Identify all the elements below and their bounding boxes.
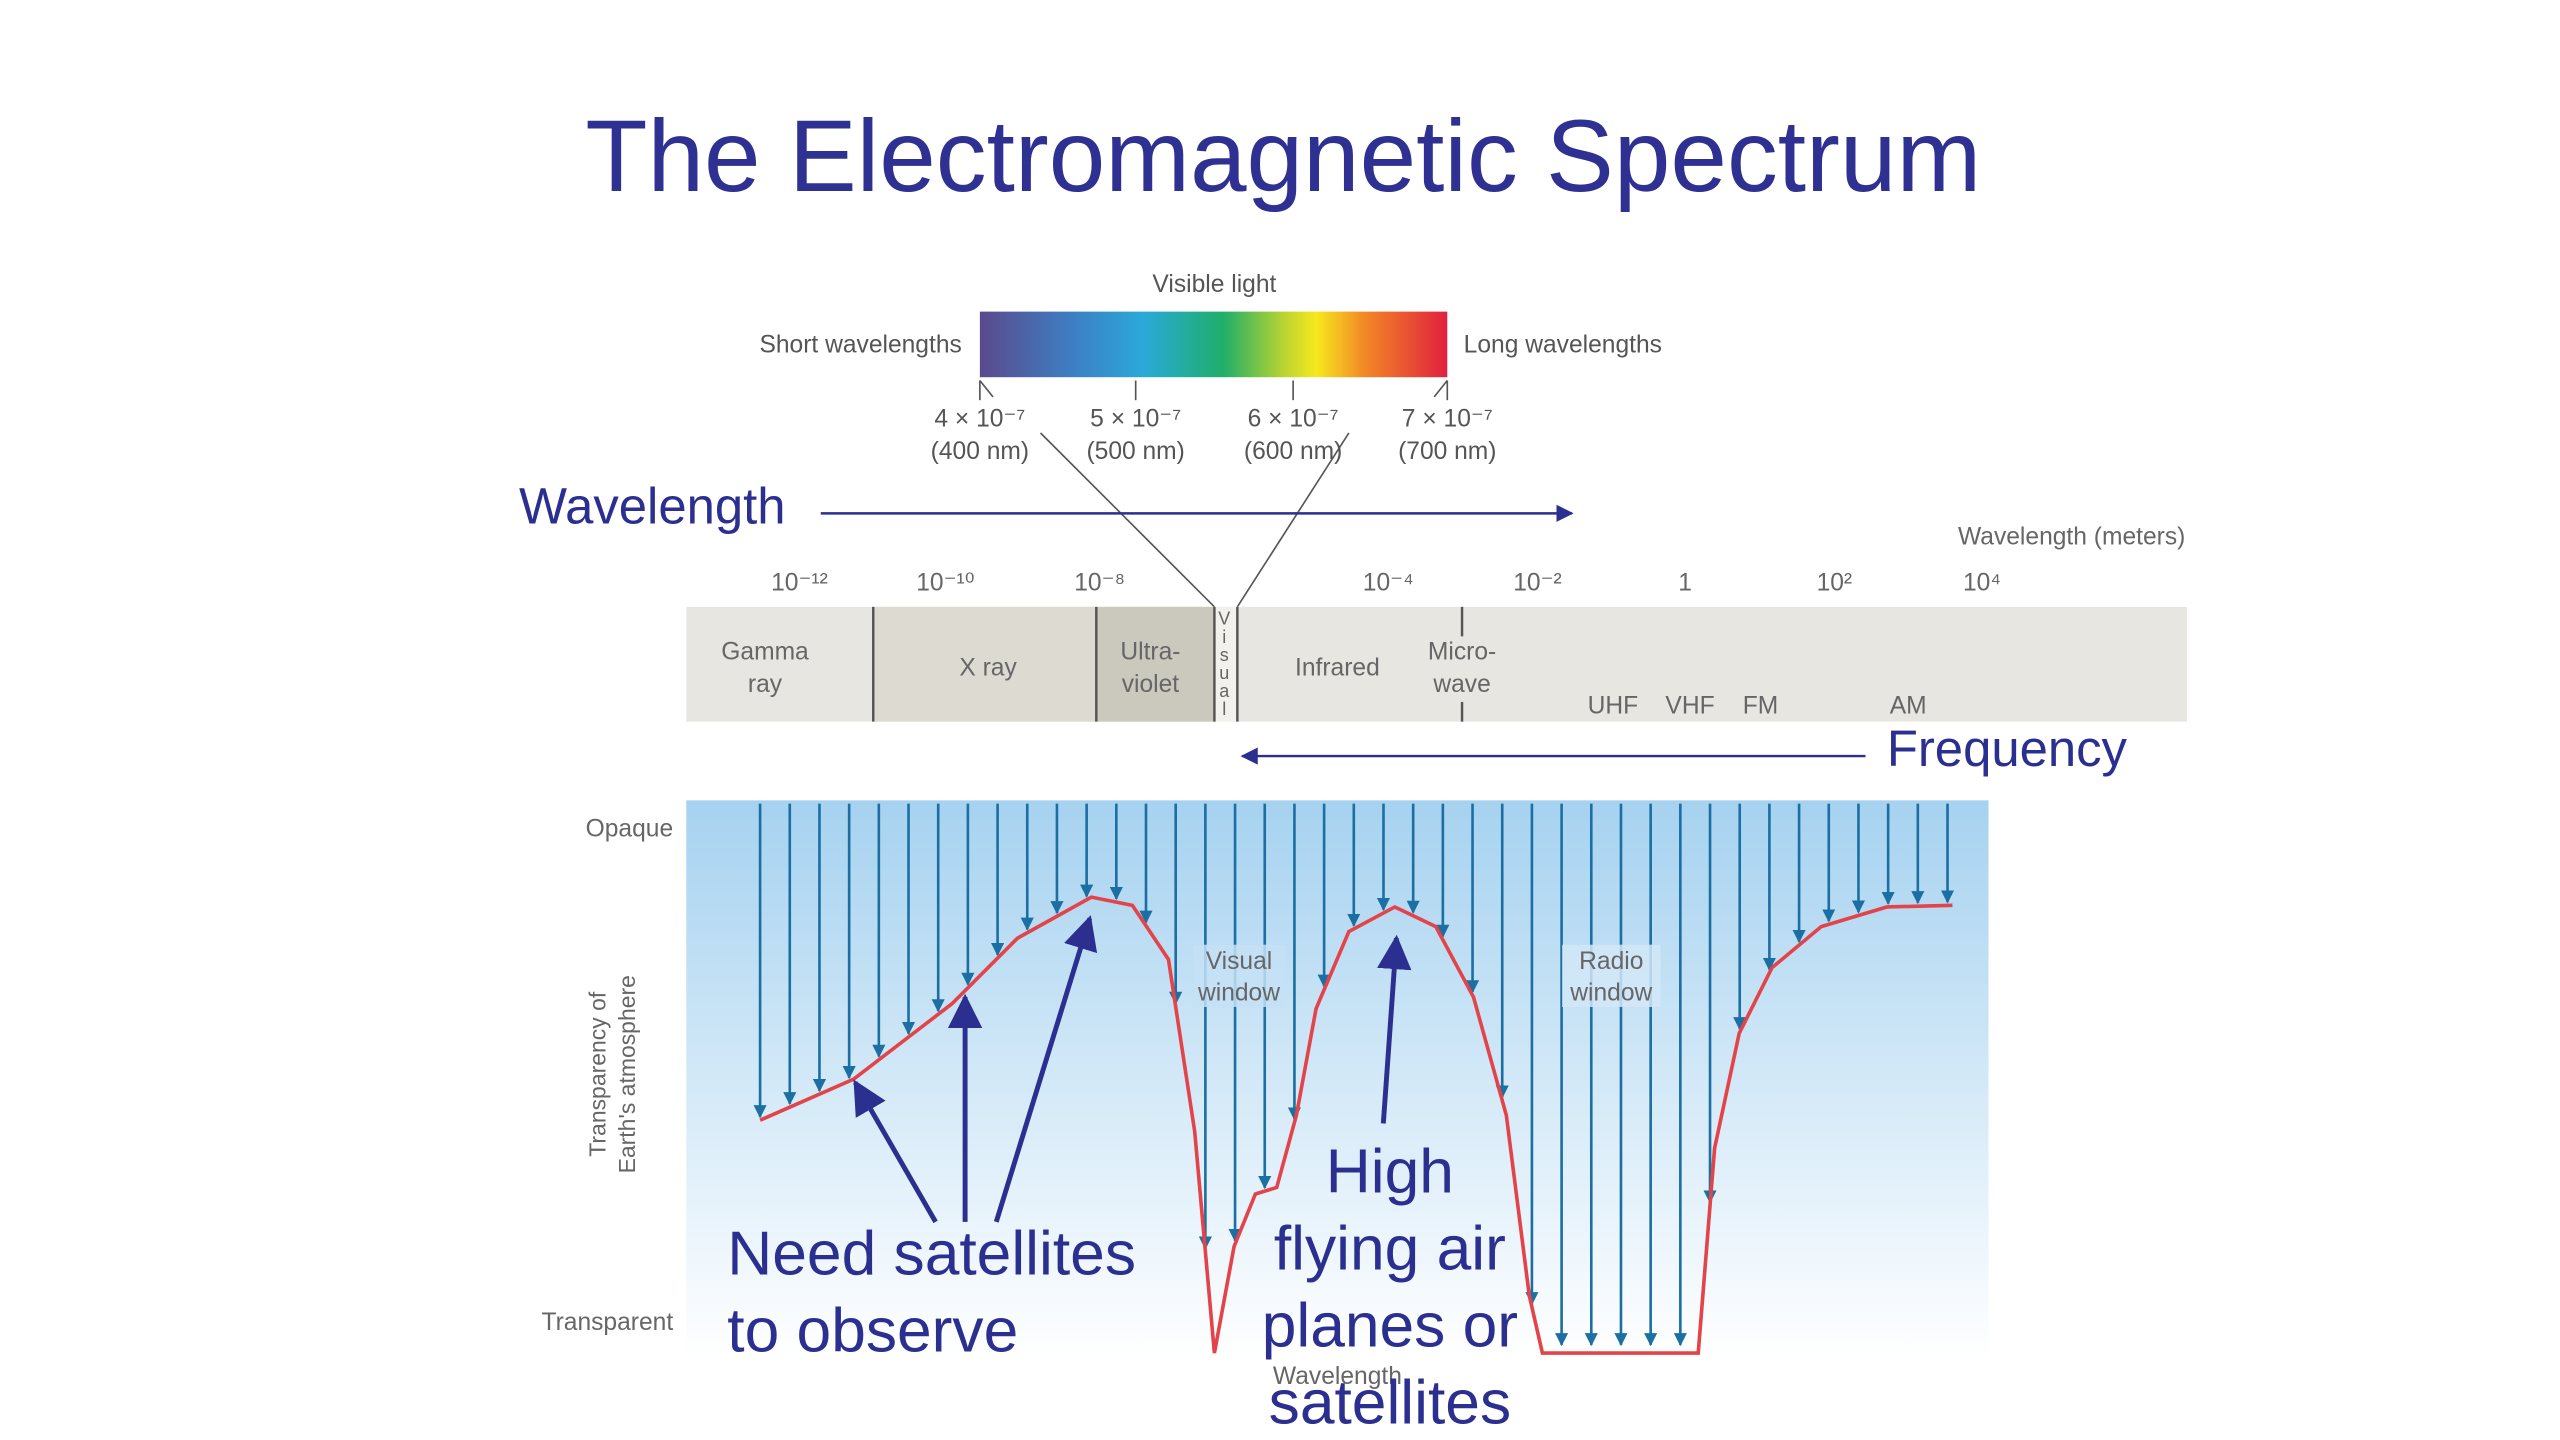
visible-spectrum [979, 311, 1448, 378]
scale-tick: 10⁻¹⁰ [916, 569, 975, 596]
visible-label: Visible light [1152, 271, 1276, 298]
band-label: wave [1432, 671, 1490, 698]
scale-title: Wavelength (meters) [1958, 523, 2185, 550]
band-uv [1096, 606, 1215, 722]
opaque-label: Opaque [586, 815, 674, 842]
band-label: UHF [1588, 692, 1639, 719]
band-label: V [1218, 609, 1230, 629]
label-bg [1193, 944, 1285, 1008]
annotation: flying air [1274, 1214, 1506, 1283]
short-label: Short wavelengths [759, 332, 961, 359]
scale-tick: 10⁻¹² [771, 569, 828, 596]
axis-label: Earth's atmosphere [614, 975, 640, 1173]
visible-tick: 4 × 10⁻⁷ [934, 405, 1025, 432]
band-label: u [1219, 663, 1229, 683]
annotation: Need satellites [727, 1219, 1136, 1288]
visual-window: Visual [1206, 948, 1273, 975]
band-label: AM [1890, 692, 1927, 719]
axis-label: Transparency of [584, 991, 610, 1157]
zoom-lines [979, 379, 1449, 608]
band-label: FM [1743, 692, 1779, 719]
title: The Electromagnetic Spectrum [585, 99, 1981, 213]
band-label: Micro- [1428, 638, 1496, 665]
band-label: i [1222, 627, 1226, 647]
band-label: l [1222, 699, 1226, 719]
annotation: satellites [1269, 1369, 1511, 1438]
band-label: s [1220, 645, 1229, 665]
visible-tick-nm: (500 nm) [1086, 438, 1184, 465]
band-label: ray [748, 671, 783, 698]
band-label: violet [1122, 671, 1180, 698]
scale-tick: 10² [1817, 569, 1853, 596]
visible-tick: 7 × 10⁻⁷ [1402, 405, 1493, 432]
band-borders [872, 606, 1464, 722]
annotation: planes or [1262, 1292, 1518, 1361]
frequency-arrow-label: Frequency [1887, 720, 2128, 777]
band-label: Gamma [721, 638, 809, 665]
x-axis-label: Wavelength [1273, 1363, 1402, 1390]
visible-tick-nm: (400 nm) [931, 438, 1029, 465]
transparency-curve [759, 895, 1953, 1355]
annotation: to observe [727, 1297, 1018, 1366]
band-label: VHF [1665, 692, 1714, 719]
atmosphere-panel [686, 800, 1989, 1358]
band-label: a [1219, 681, 1230, 701]
band-xray [873, 606, 1097, 722]
radio-window: Radio [1579, 948, 1643, 975]
visible-tick-nm: (700 nm) [1398, 438, 1496, 465]
band-label: X ray [959, 655, 1017, 682]
scale-tick: 10⁻⁴ [1363, 569, 1414, 596]
wavelength-arrow-label: Wavelength [519, 478, 786, 535]
radio-window: window [1569, 979, 1652, 1006]
band-label: Infrared [1295, 655, 1380, 682]
visible-tick: 6 × 10⁻⁷ [1248, 405, 1339, 432]
scale-tick: 10⁴ [1963, 569, 2001, 596]
scale-tick: 1 [1678, 569, 1692, 596]
label-bg [1562, 944, 1661, 1008]
visible-tick: 5 × 10⁻⁷ [1090, 405, 1181, 432]
transparent-label: Transparent [541, 1309, 673, 1336]
visible-tick-nm: (600 nm) [1244, 438, 1342, 465]
scale-tick: 10⁻⁸ [1074, 569, 1125, 596]
annotation: High [1326, 1137, 1454, 1206]
band-label: Ultra- [1120, 638, 1180, 665]
long-label: Long wavelengths [1464, 332, 1662, 359]
band-visual [1214, 606, 1238, 722]
visual-window: window [1197, 979, 1280, 1006]
annotation-arrows [853, 915, 1412, 1224]
scale-tick: 10⁻² [1513, 569, 1562, 596]
